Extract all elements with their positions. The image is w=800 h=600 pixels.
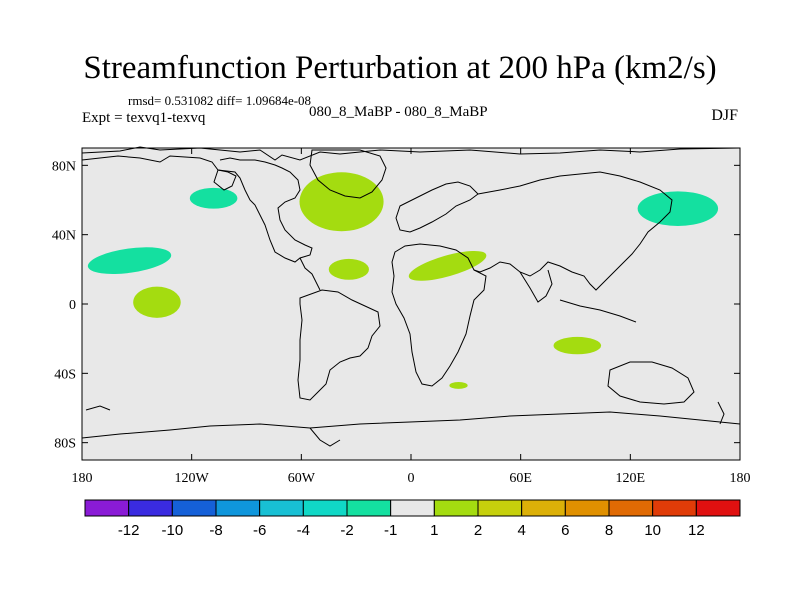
coast-arctic <box>81 146 741 161</box>
chart-title: Streamfunction Perturbation at 200 hPa (… <box>83 50 717 86</box>
plot-background <box>82 148 740 460</box>
coast-india <box>519 269 553 303</box>
teal-anomaly-ne-pacific <box>87 247 172 275</box>
green-anomaly-n-africa <box>408 250 487 281</box>
coast-africa <box>391 243 487 387</box>
colorbar-swatch <box>346 499 392 517</box>
colorbar-label: -12 <box>118 522 140 539</box>
coast-antarctica <box>81 411 741 439</box>
colorbar-swatch <box>564 499 610 517</box>
coast-south-america <box>297 289 381 401</box>
colorbar-label: -8 <box>209 522 222 539</box>
x-tick-label: 180 <box>730 471 751 486</box>
anomaly-layer <box>87 172 719 389</box>
colorbar-swatch <box>433 499 479 517</box>
y-tick-label: 80N <box>52 159 76 174</box>
x-tick-label: 120W <box>175 471 210 486</box>
green-anomaly-e-pacific <box>133 286 181 318</box>
green-anomaly-indian-ocean <box>553 336 602 355</box>
colorbar-label: -4 <box>297 522 310 539</box>
coast-antarctic-peninsula <box>309 427 341 447</box>
green-anomaly-n-atlantic <box>299 172 384 232</box>
season-label: DJF <box>711 107 738 124</box>
x-tick-label: 180 <box>72 471 93 486</box>
coast-nz <box>717 401 725 425</box>
axis-ticks: 180 120W 60W 0 60E 120E 180 80N 40N 0 40S 80S <box>52 148 751 486</box>
colorbar: -12 -10 -8 -6 -4 -2 -1 1 2 4 6 8 10 12 <box>84 499 741 539</box>
x-tick-label: 120E <box>616 471 646 486</box>
case-label: 080_8_MaBP - 080_8_MaBP <box>309 104 488 120</box>
y-tick-label: 80S <box>54 437 76 452</box>
experiment-label: Expt = texvq1-texvq <box>82 110 206 126</box>
colorbar-swatch <box>608 499 654 517</box>
rmsd-diff-stats: rmsd= 0.531082 diff= 1.09684e-08 <box>128 93 312 108</box>
coast-southern-ocean-islands <box>85 405 111 411</box>
colorbar-swatch <box>171 499 217 517</box>
colorbar-swatch <box>390 499 435 517</box>
colorbar-swatch <box>215 499 261 517</box>
colorbar-label: -2 <box>340 522 353 539</box>
colorbar-swatch <box>521 499 566 517</box>
coast-north-america <box>81 155 313 263</box>
colorbar-label: 4 <box>517 522 525 539</box>
colorbar-label: -6 <box>253 522 266 539</box>
colorbar-label: 1 <box>430 522 438 539</box>
colorbar-swatch <box>652 499 697 517</box>
coast-greenland <box>309 149 387 199</box>
coast-central-america <box>299 257 321 291</box>
colorbar-label: 8 <box>605 522 613 539</box>
green-anomaly-atlantic-small <box>328 258 369 280</box>
coast-indonesia <box>559 299 637 323</box>
x-tick-label: 60W <box>288 471 316 486</box>
coast-asia <box>473 171 673 291</box>
y-tick-label: 0 <box>69 298 76 313</box>
x-tick-label: 0 <box>408 471 415 486</box>
colorbar-swatch <box>259 499 304 517</box>
colorbar-swatch <box>477 499 523 517</box>
coast-hudson <box>213 169 237 191</box>
colorbar-label: 12 <box>688 522 705 539</box>
x-tick-label: 60E <box>509 471 532 486</box>
y-tick-label: 40S <box>54 367 76 382</box>
green-anomaly-s-africa <box>449 382 468 389</box>
coast-europe <box>395 181 479 233</box>
colorbar-swatch <box>128 499 173 517</box>
colorbar-swatch <box>302 499 348 517</box>
colorbar-label: -10 <box>161 522 183 539</box>
colorbar-swatch <box>84 499 130 517</box>
colorbar-label: 6 <box>561 522 569 539</box>
colorbar-label: -1 <box>384 522 397 539</box>
coast-australia <box>607 361 695 405</box>
y-tick-label: 40N <box>52 229 76 244</box>
coastlines <box>81 146 741 447</box>
teal-anomaly-n-america <box>189 187 238 209</box>
colorbar-label: 10 <box>644 522 661 539</box>
colorbar-swatch <box>695 499 741 517</box>
teal-anomaly-nw-pacific <box>637 191 719 227</box>
colorbar-label: 2 <box>474 522 482 539</box>
